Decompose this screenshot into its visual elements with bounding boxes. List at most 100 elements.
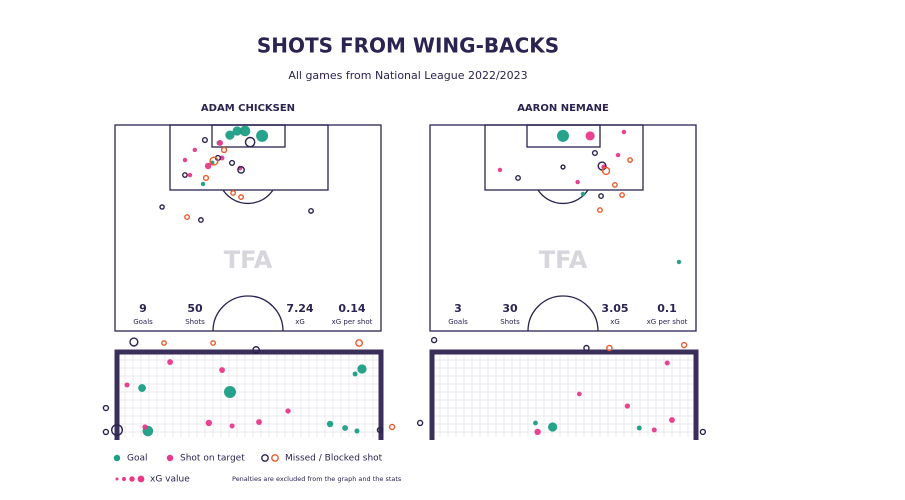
shot [355,339,363,347]
stat-value: 0.14 [338,302,365,315]
shot [184,214,191,221]
centre-circle [212,295,284,332]
shot [256,419,262,425]
shot [575,179,580,185]
shot [124,382,130,388]
stat-label: Goals [133,318,153,326]
stat-label: xG [295,318,305,326]
shot [548,422,558,432]
shot [161,340,167,346]
stat-label: Shots [185,318,205,326]
shot [217,140,223,146]
shot [192,147,198,153]
shot [200,181,206,187]
shot [651,427,657,433]
shot [209,156,219,166]
shot [159,204,165,210]
shot [354,428,360,434]
shot [102,428,110,436]
shot [202,174,210,182]
player-name: ADAM CHICKSEN [201,103,295,114]
shot [110,424,123,437]
stat-label: xG per shot [647,318,688,326]
shot [167,359,173,365]
watermark: TFA [224,246,273,274]
penalty-arc [222,189,274,204]
shot [416,419,424,427]
shot [204,162,212,170]
xg-legend-label: xG value [150,475,190,485]
stat-label: xG per shot [332,318,373,326]
subtitle: All games from National League 2022/2023 [288,69,527,82]
shot [142,424,148,430]
legend-marker [271,454,279,462]
shot [601,166,611,176]
shot [606,344,613,352]
pitch [114,124,382,332]
shot [699,428,707,436]
six-yard-box [526,124,601,148]
shot [225,130,235,140]
shot [636,425,642,431]
legend-marker [166,454,174,462]
shot [597,207,603,213]
shot [197,217,204,223]
note: Penalties are excluded from the graph an… [232,475,402,483]
player-name: AARON NEMANE [517,103,609,114]
stat-value: 3 [454,302,462,315]
stat-label: Shots [500,318,520,326]
shot [239,125,251,137]
shot [627,157,633,163]
shot [252,346,261,354]
shot [352,371,358,377]
goal-frame [429,349,699,440]
title: SHOTS FROM WING-BACKS [257,34,559,58]
shot [187,172,193,178]
shot [129,337,139,347]
shot [619,192,625,198]
shot [230,190,237,196]
stat-value: 0.1 [657,302,677,315]
shot [244,136,256,148]
shot [238,194,245,201]
stat-value: 7.24 [286,302,313,315]
stat-label: Goals [448,318,468,326]
shot [557,129,569,142]
shot [237,166,245,174]
penalty-box [169,124,329,191]
shot [182,157,188,163]
shot [220,146,228,154]
shot [533,420,538,426]
shot [210,340,217,346]
shot [680,341,688,349]
shot [669,417,675,423]
shot [515,175,521,181]
shot [232,126,242,136]
shot [497,167,503,173]
shot [676,259,682,265]
shot [621,129,627,135]
shot [285,408,291,414]
pitch [429,124,697,332]
shot [591,149,598,157]
legend-marker [261,454,269,462]
stat-value: 50 [187,302,203,315]
shot [228,159,236,166]
goal-frame [114,349,384,440]
shot [326,420,334,428]
shot [585,131,595,141]
shot [342,425,349,431]
shot [357,364,367,374]
stat-label: xG [610,318,620,326]
shot [201,136,208,144]
shot [138,384,146,392]
shot [576,391,582,397]
shot [229,423,235,429]
shot [308,207,314,214]
shot [615,152,621,158]
shot [560,164,566,170]
legend-marker [113,454,121,462]
shot [580,191,586,197]
shot [611,182,618,188]
